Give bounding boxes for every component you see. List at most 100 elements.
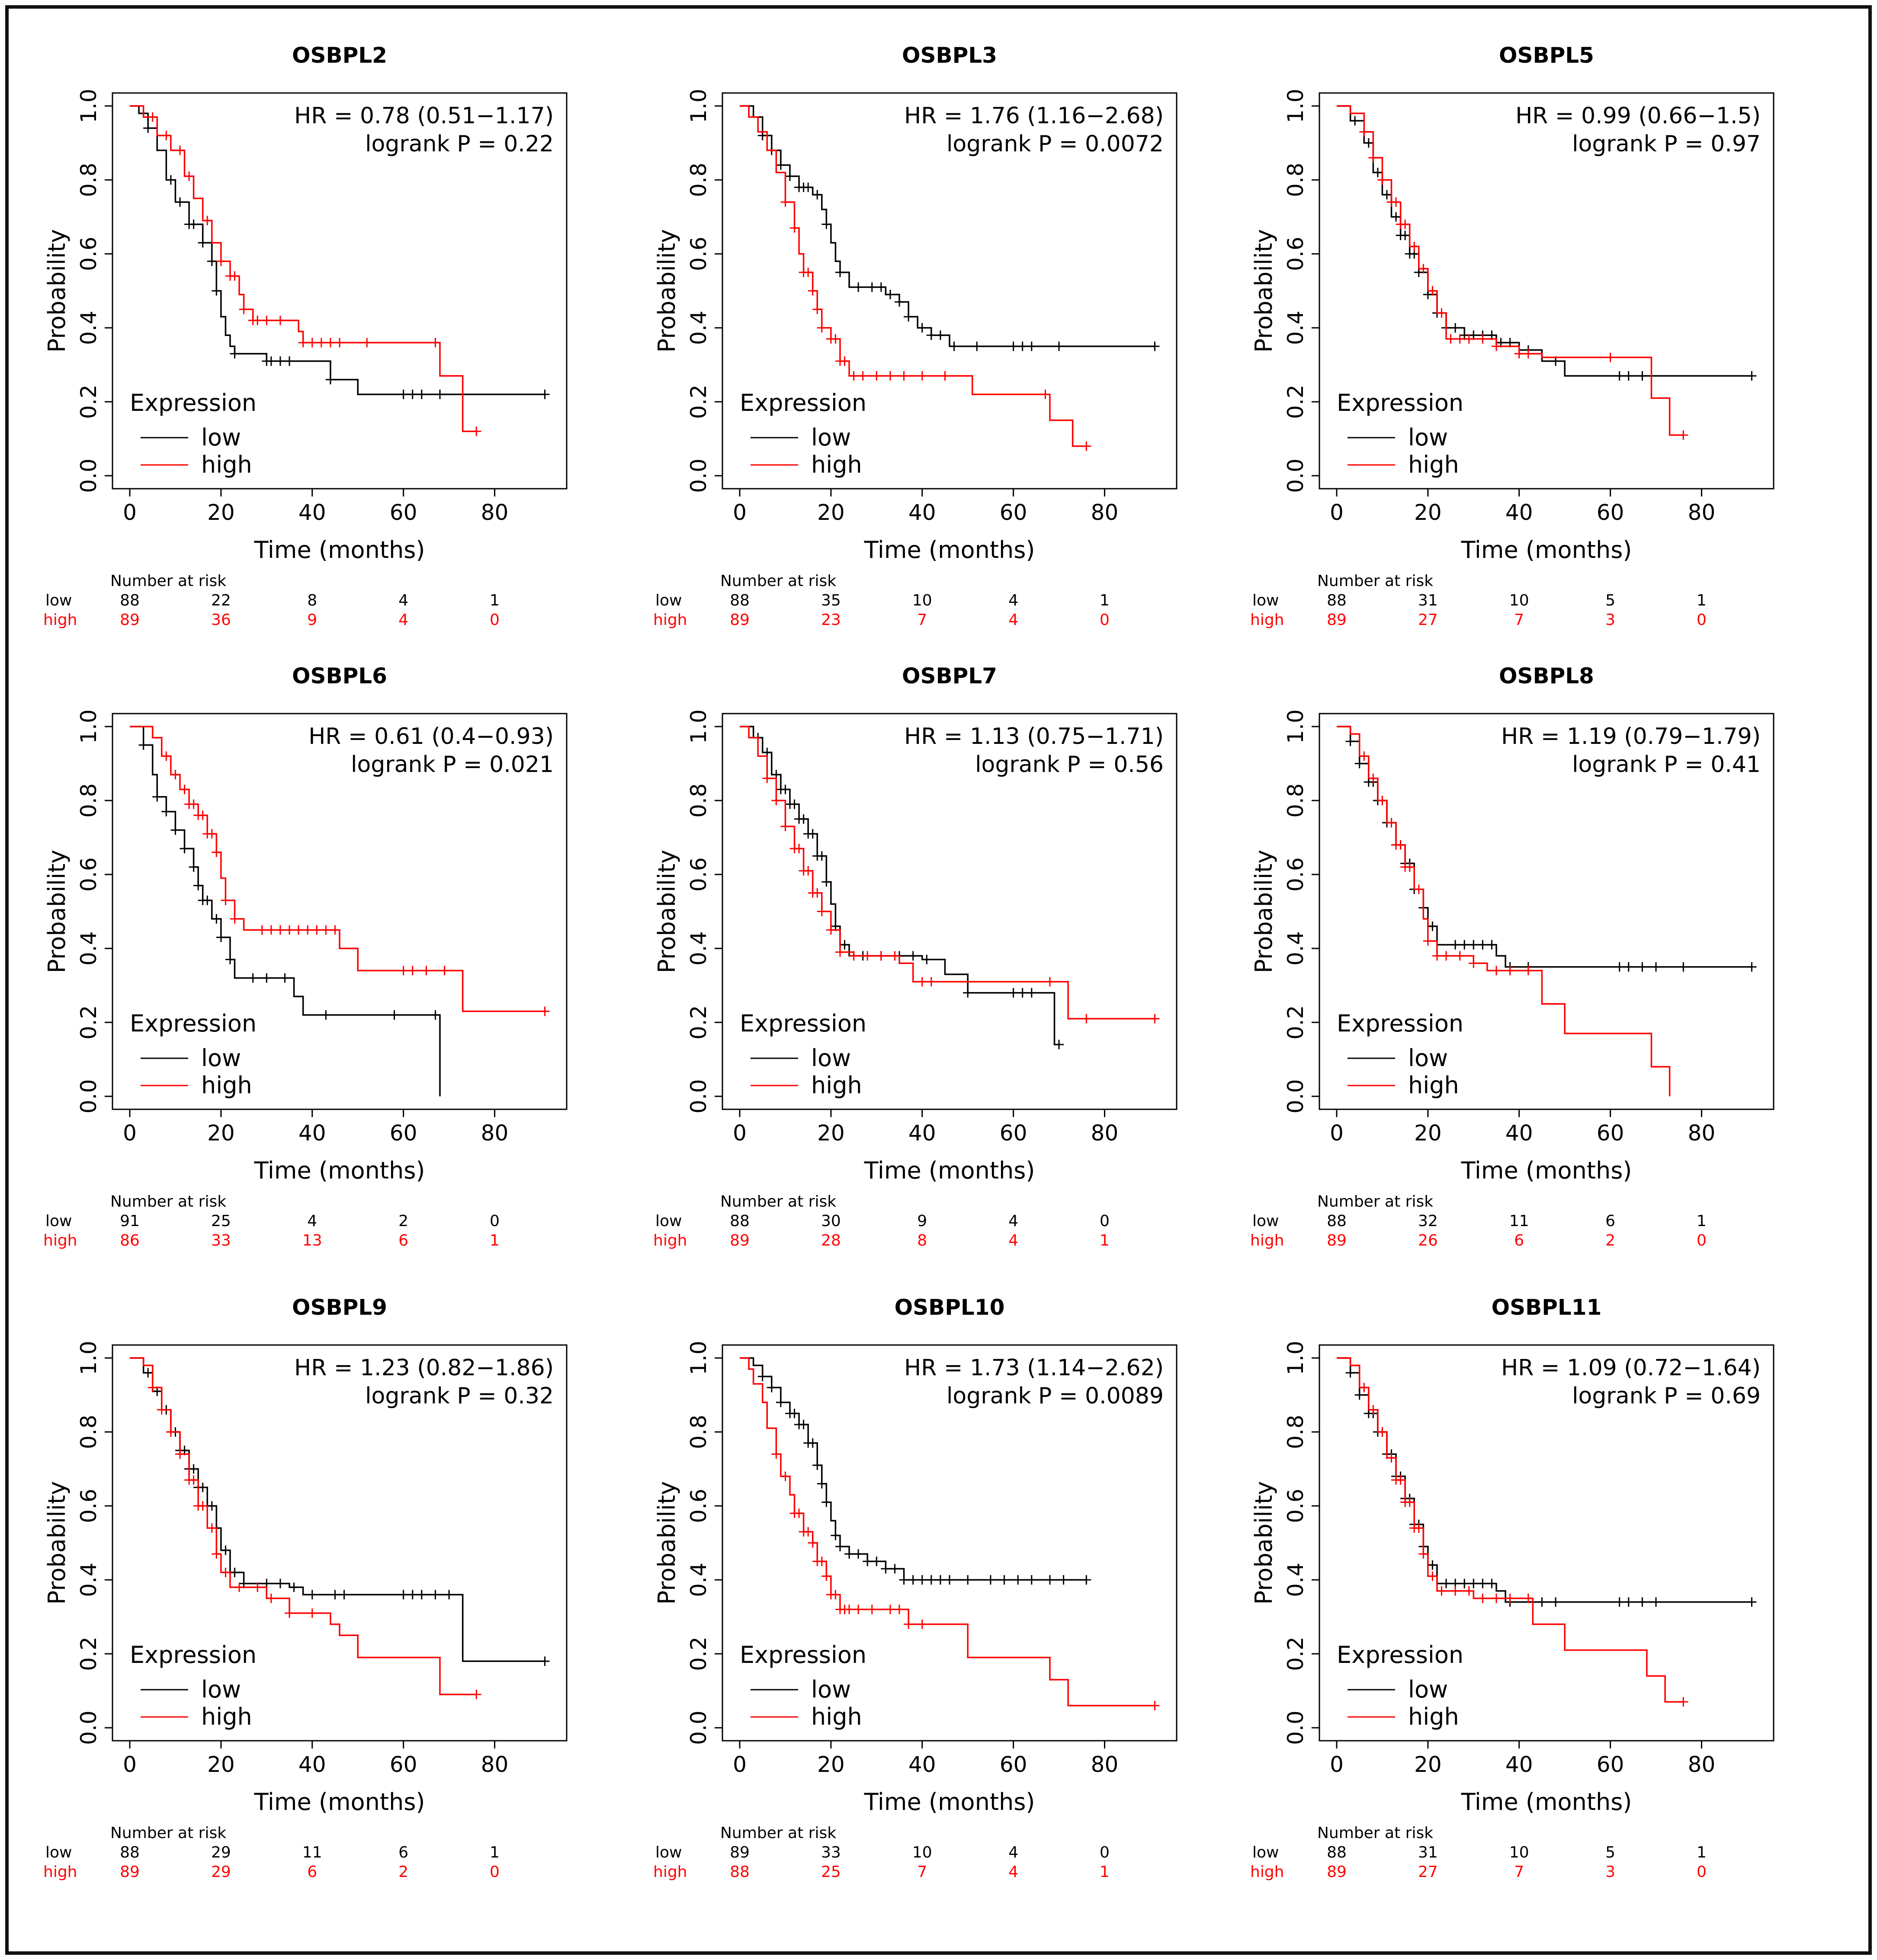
censor-mark-high: [1040, 389, 1050, 399]
plot-frame: [1319, 1344, 1774, 1742]
y-tick-label: 0.0: [76, 1079, 101, 1114]
x-tick-label: 40: [1505, 1121, 1533, 1146]
censor-mark-high: [1396, 1475, 1405, 1485]
censor-mark-high: [858, 371, 868, 381]
censor-mark-low: [1017, 341, 1027, 351]
hr-annotation: HR = 1.73 (1.14−2.62): [904, 1355, 1164, 1381]
censor-mark-high: [321, 925, 331, 935]
censor-mark-low: [435, 389, 445, 399]
censor-mark-low: [922, 954, 932, 964]
y-axis-label: Probability: [43, 850, 71, 973]
censor-mark-high: [148, 1383, 157, 1393]
censor-mark-low: [1469, 940, 1479, 950]
risk-value-low: 1: [1697, 1844, 1707, 1861]
censor-mark-high: [789, 223, 799, 233]
x-tick-label: 40: [1505, 1752, 1533, 1777]
x-tick-label: 60: [390, 1121, 417, 1146]
censor-mark-high: [917, 1619, 927, 1629]
censor-mark-low: [143, 123, 153, 133]
censor-mark-low: [202, 895, 212, 905]
x-axis-label: Time (months): [254, 536, 425, 564]
y-tick-label: 1.0: [1283, 1341, 1308, 1375]
censor-mark-high: [840, 356, 850, 366]
y-tick-label: 0.0: [76, 1710, 101, 1745]
logrank-annotation: logrank P = 0.97: [1572, 131, 1761, 157]
censor-mark-high: [221, 895, 231, 905]
x-tick-label: 20: [1414, 1121, 1442, 1146]
legend-label-high: high: [201, 451, 252, 478]
risk-value-high: 7: [1514, 611, 1524, 629]
x-tick-label: 40: [298, 1121, 326, 1146]
censor-mark-low: [417, 1590, 427, 1600]
censor-mark-high: [831, 334, 841, 344]
logrank-annotation: logrank P = 0.0089: [947, 1383, 1164, 1409]
risk-title: Number at risk: [720, 1193, 836, 1211]
risk-value-low: 22: [211, 592, 231, 609]
censor-mark-low: [853, 282, 863, 292]
censor-mark-high: [817, 1556, 827, 1566]
risk-value-low: 0: [1100, 1844, 1110, 1861]
plot-frame: [112, 1344, 568, 1742]
risk-value-high: 33: [211, 1232, 231, 1249]
y-tick-label: 0.8: [1283, 1415, 1308, 1449]
censor-mark-high: [771, 1449, 781, 1459]
censor-mark-low: [963, 1575, 973, 1585]
censor-mark-high: [1478, 1593, 1488, 1603]
censor-mark-high: [1081, 441, 1091, 451]
risk-value-high: 3: [1605, 611, 1615, 629]
censor-mark-low: [1637, 371, 1647, 381]
risk-value-low: 33: [821, 1844, 841, 1861]
risk-label-high: high: [653, 1863, 687, 1881]
censor-mark-high: [230, 271, 240, 281]
censor-mark-high: [1464, 1586, 1474, 1596]
censor-mark-low: [170, 825, 180, 835]
x-tick-label: 80: [1091, 1752, 1119, 1777]
x-tick-label: 40: [908, 1121, 936, 1146]
legend-label-high: high: [1408, 1072, 1459, 1099]
x-tick-label: 40: [908, 500, 936, 525]
risk-value-high: 28: [821, 1232, 841, 1249]
censor-mark-low: [1747, 371, 1757, 381]
censor-mark-high: [262, 315, 272, 325]
plot-frame: [112, 713, 568, 1110]
censor-mark-low: [1551, 1597, 1561, 1607]
risk-value-high: 2: [1605, 1232, 1615, 1249]
censor-mark-high: [876, 951, 886, 961]
censor-mark-low: [1614, 962, 1624, 972]
y-tick-label: 0.4: [1283, 311, 1308, 345]
y-tick-label: 0.4: [76, 1563, 101, 1597]
risk-value-high: 26: [1418, 1232, 1438, 1249]
censor-mark-high: [212, 1549, 221, 1559]
risk-label-low: low: [655, 592, 682, 609]
censor-mark-low: [430, 1590, 440, 1600]
legend-label-high: high: [811, 1703, 862, 1730]
legend-label-low: low: [811, 424, 851, 451]
censor-mark-low: [808, 1438, 818, 1448]
censor-mark-high: [1377, 1427, 1387, 1437]
x-tick-label: 40: [1505, 500, 1533, 525]
x-tick-label: 0: [733, 500, 747, 525]
figure-frame: OSBPL2 0.0 0.2 0.4 0.6 0.8 1.0 0 20 40 60 80 Time (m…: [5, 5, 1872, 1955]
censor-mark-low: [821, 1497, 831, 1507]
censor-mark-low: [799, 1419, 809, 1429]
y-tick-label: 0.0: [1283, 1079, 1308, 1114]
x-tick-label: 20: [1414, 1752, 1442, 1777]
censor-mark-low: [389, 1010, 399, 1020]
risk-value-high: 2: [398, 1863, 408, 1881]
risk-value-high: 1: [1100, 1232, 1110, 1249]
censor-mark-high: [1428, 286, 1437, 296]
censor-mark-low: [1487, 940, 1497, 950]
censor-mark-high: [207, 1523, 217, 1533]
censor-mark-low: [812, 190, 822, 200]
censor-mark-low: [1624, 1597, 1633, 1607]
censor-mark-high: [1368, 1405, 1378, 1415]
censor-mark-high: [202, 216, 212, 226]
censor-mark-high: [794, 1508, 804, 1518]
censor-mark-low: [899, 1575, 909, 1585]
plot-frame: [722, 1344, 1178, 1742]
censor-mark-high: [1505, 966, 1515, 976]
censor-mark-high: [1469, 958, 1479, 968]
censor-mark-high: [890, 951, 900, 961]
censor-mark-high: [1045, 977, 1055, 986]
y-tick-label: 1.0: [1283, 89, 1308, 123]
